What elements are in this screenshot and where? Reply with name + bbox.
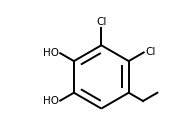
Text: HO: HO <box>43 96 59 106</box>
Text: HO: HO <box>43 48 59 58</box>
Text: Cl: Cl <box>96 17 107 27</box>
Text: Cl: Cl <box>145 47 156 57</box>
